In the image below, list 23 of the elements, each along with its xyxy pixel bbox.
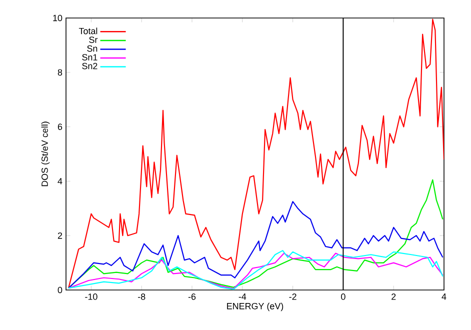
x-tick-label: -6 <box>188 294 196 300</box>
x-tick-label: 4 <box>442 294 446 300</box>
y-tick-label: 6 <box>58 124 62 130</box>
legend-label: Sn <box>87 45 98 52</box>
legend-label: Sn2 <box>82 62 98 70</box>
line-series <box>68 201 444 289</box>
legend-label: Total <box>78 28 98 34</box>
y-tick-label: 4 <box>58 178 62 184</box>
x-tick-label: -4 <box>238 294 246 300</box>
y-tick-label: 2 <box>58 232 62 239</box>
y-tick-label: 0 <box>58 286 62 294</box>
x-tick-label: 2 <box>392 294 396 300</box>
x-tick-label: -8 <box>138 294 146 300</box>
legend-label: Sr <box>89 36 98 43</box>
x-axis-title: ENERGY (eV) <box>227 302 284 312</box>
x-tick-label: -2 <box>289 294 296 300</box>
x-tick-label: 0 <box>341 294 346 300</box>
x-tick-label: -10 <box>85 294 98 300</box>
y-tick-label: 8 <box>58 69 62 76</box>
legend-label: Sn1 <box>82 54 98 60</box>
y-axis-title: DOS (St/eV cell) <box>41 122 50 186</box>
line-series <box>68 18 444 289</box>
y-tick-label: 10 <box>53 14 62 22</box>
